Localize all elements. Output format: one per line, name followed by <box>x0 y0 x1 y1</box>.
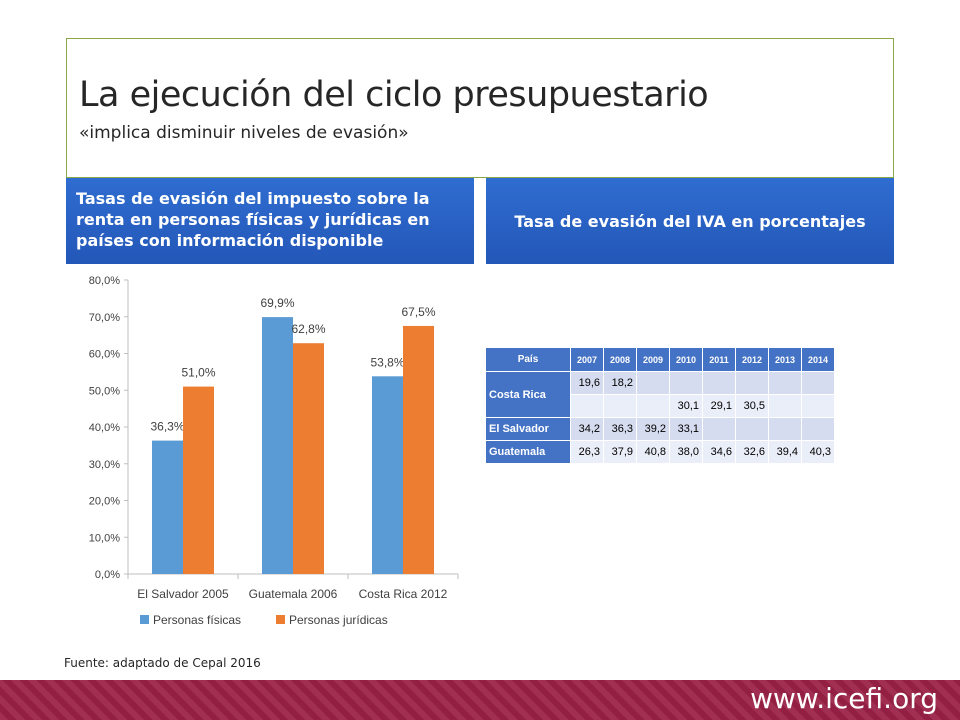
table-cell <box>735 417 769 441</box>
bar-personas-fisicas <box>152 440 183 574</box>
x-tick-label: El Salvador 2005 <box>137 587 229 601</box>
row-country: El Salvador <box>485 417 571 441</box>
table-cell <box>768 394 802 418</box>
column-header-country: País <box>485 347 571 372</box>
y-tick-label: 80,0% <box>89 275 120 287</box>
table-cell <box>801 417 835 441</box>
legend-label: Personas jurídicas <box>289 613 388 627</box>
table-cell: 37,9 <box>603 440 637 464</box>
title-box: La ejecución del ciclo presupuestario «i… <box>66 38 894 178</box>
column-header-year: 2009 <box>636 347 670 372</box>
table-cell: 34,6 <box>702 440 736 464</box>
data-label: 53,8% <box>370 355 404 369</box>
table-cell <box>603 394 637 418</box>
bar-personas-juridicas <box>183 386 214 574</box>
data-label: 36,3% <box>150 420 184 434</box>
slide-subtitle: «implica disminuir niveles de evasión» <box>79 123 409 143</box>
evasion-bar-chart: 0,0% 10,0% 20,0% 30,0% 40,0% 50,0% 60,0% 70,0% 8… <box>89 275 459 627</box>
bar-personas-fisicas <box>372 376 403 574</box>
table-cell: 36,3 <box>603 417 637 441</box>
data-label: 51,0% <box>181 366 215 380</box>
column-header-year: 2014 <box>801 347 835 372</box>
legend-swatch <box>276 615 285 624</box>
left-section-header: Tasas de evasión del impuesto sobre la r… <box>66 178 474 264</box>
table-cell: 19,6 <box>570 371 604 395</box>
y-tick-label: 30,0% <box>89 459 120 471</box>
legend-swatch <box>140 615 149 624</box>
table-cell: 39,4 <box>768 440 802 464</box>
y-tick-label: 70,0% <box>89 312 120 324</box>
table-cell <box>636 371 670 395</box>
table-cell: 29,1 <box>702 394 736 418</box>
y-tick-label: 40,0% <box>89 422 120 434</box>
table-cell: 40,3 <box>801 440 835 464</box>
table-row: 30,1 29,1 30,5 <box>486 394 835 418</box>
column-header-year: 2008 <box>603 347 637 372</box>
table-cell <box>570 394 604 418</box>
footer-pattern <box>0 680 960 720</box>
table-cell <box>801 394 835 418</box>
bar-personas-fisicas <box>262 317 293 574</box>
table-cell: 34,2 <box>570 417 604 441</box>
table-cell: 38,0 <box>669 440 703 464</box>
table-cell <box>702 417 736 441</box>
y-tick-label: 60,0% <box>89 349 120 361</box>
iva-evasion-table-wrap: País 2007 2008 2009 2010 2011 2012 2013 … <box>485 347 835 464</box>
table-cell <box>702 371 736 395</box>
row-country: Costa Rica <box>485 371 571 418</box>
table-cell <box>636 394 670 418</box>
column-header-year: 2012 <box>735 347 769 372</box>
y-tick-label: 50,0% <box>89 385 120 397</box>
y-tick-label: 10,0% <box>89 532 120 544</box>
right-section-header: Tasa de evasión del IVA en porcentajes <box>486 178 894 264</box>
table-cell: 18,2 <box>603 371 637 395</box>
y-tick-label: 20,0% <box>89 496 120 508</box>
table-row: Costa Rica 19,6 18,2 <box>485 371 835 418</box>
bar-personas-juridicas <box>403 325 434 574</box>
table-row: El Salvador 34,2 36,3 39,2 33,1 <box>485 417 835 441</box>
column-header-year: 2007 <box>570 347 604 372</box>
table-cell: 32,6 <box>735 440 769 464</box>
column-header-year: 2013 <box>768 347 802 372</box>
footer-url: www.icefi.org <box>750 682 938 715</box>
legend-label: Personas físicas <box>153 613 241 627</box>
table-cell: 26,3 <box>570 440 604 464</box>
data-label: 62,8% <box>291 322 325 336</box>
data-label: 67,5% <box>401 305 435 319</box>
y-tick-label: 0,0% <box>95 569 120 581</box>
table-cell: 40,8 <box>636 440 670 464</box>
table-cell: 39,2 <box>636 417 670 441</box>
table-cell <box>768 371 802 395</box>
table-header-row: País 2007 2008 2009 2010 2011 2012 2013 … <box>485 347 835 372</box>
table-cell <box>768 417 802 441</box>
table-row: Guatemala 26,3 37,9 40,8 38,0 34,6 32,6 … <box>485 440 835 464</box>
table-cell <box>735 371 769 395</box>
x-tick-label: Costa Rica 2012 <box>359 587 448 601</box>
column-header-year: 2010 <box>669 347 703 372</box>
table-cell <box>669 371 703 395</box>
data-label: 69,9% <box>260 296 294 310</box>
column-header-year: 2011 <box>702 347 736 372</box>
row-country: Guatemala <box>485 440 571 464</box>
bar-personas-juridicas <box>293 343 324 574</box>
table-cell: 33,1 <box>669 417 703 441</box>
iva-evasion-table: País 2007 2008 2009 2010 2011 2012 2013 … <box>485 347 835 464</box>
table-cell: 30,1 <box>669 394 703 418</box>
x-tick-label: Guatemala 2006 <box>249 587 338 601</box>
table-cell <box>801 371 835 395</box>
footer-bar: www.icefi.org <box>0 680 960 720</box>
slide-title: La ejecución del ciclo presupuestario <box>79 75 709 115</box>
source-note: Fuente: adaptado de Cepal 2016 <box>64 656 261 670</box>
table-cell: 30,5 <box>735 394 769 418</box>
